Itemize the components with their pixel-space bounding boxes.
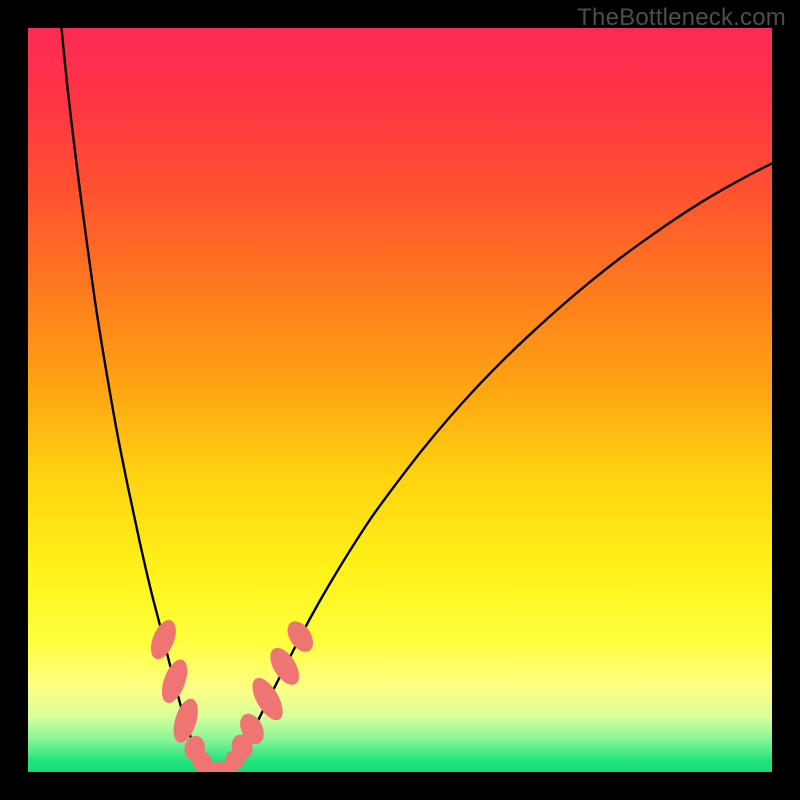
chart-frame: TheBottleneck.com	[0, 0, 800, 800]
watermark-text: TheBottleneck.com	[577, 4, 786, 32]
bottleneck-chart	[0, 0, 800, 800]
gradient-background	[28, 28, 772, 772]
